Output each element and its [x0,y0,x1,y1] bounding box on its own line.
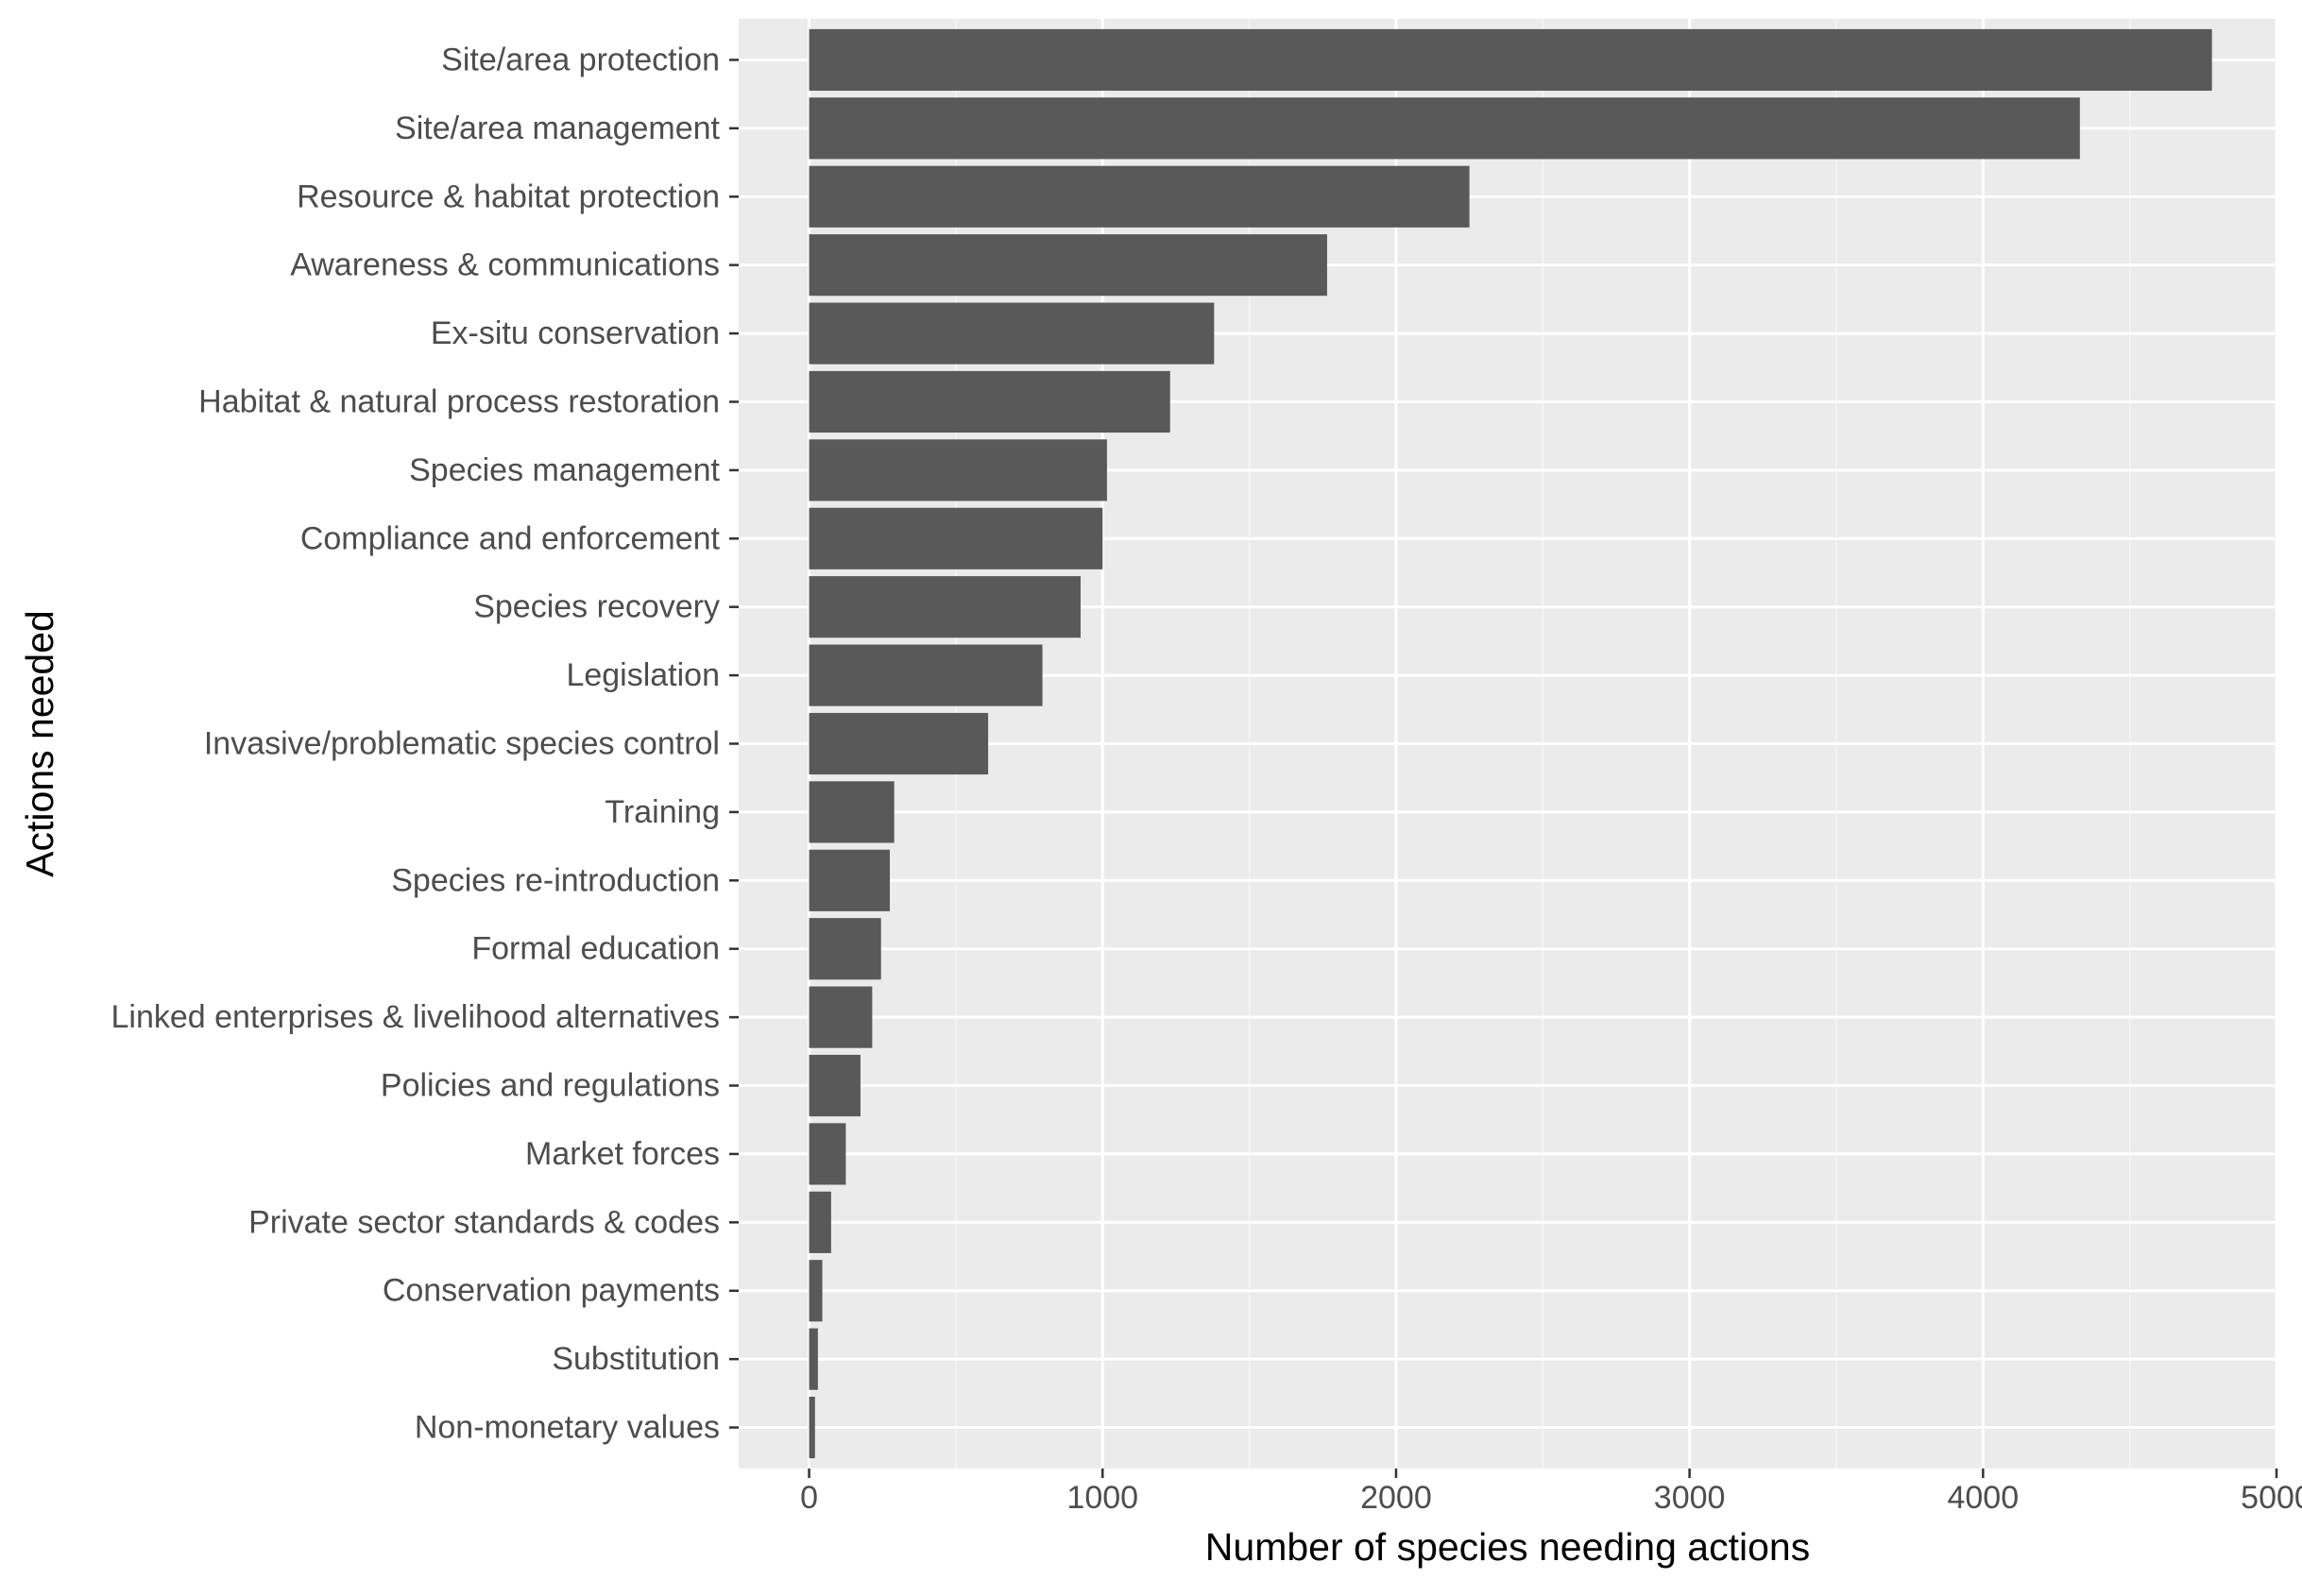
bar [809,28,2212,92]
y-tick-label: Linked enterprises & livelihood alternat… [111,999,720,1035]
bar [809,1054,861,1117]
x-tick-label: 0 [800,1480,818,1516]
y-tick-label: Awareness & communications [290,247,720,283]
y-tick-label: Site/area protection [441,42,720,77]
x-tick-label: 5000 [2241,1480,2302,1516]
bar [809,302,1215,365]
y-tick-label: Compliance and enforcement [300,520,721,556]
x-tick-label: 4000 [1947,1480,2019,1516]
y-tick-label: Invasive/problematic species control [204,726,720,762]
bar [809,712,989,775]
y-tick-label: Private sector standards & codes [248,1204,720,1240]
bar [809,1123,846,1185]
y-tick-label: Market forces [525,1136,720,1172]
y-tick-label: Species recovery [473,589,720,625]
y-tick-label: Resource & habitat protection [297,178,720,214]
y-axis: Site/area protection Site/area management… [111,42,739,1446]
bar [809,1260,823,1322]
bars [809,28,2212,1459]
y-tick-label: Legislation [566,657,720,693]
y-tick-label: Habitat & natural process restoration [198,383,720,419]
bar [809,1191,831,1253]
bar [809,781,895,843]
y-tick-label: Training [605,794,720,830]
y-tick-label: Species management [409,452,720,488]
bar [809,507,1103,569]
bar [809,370,1170,433]
bar [809,165,1470,228]
y-tick-label: Ex-situ conservation [431,315,720,351]
y-tick-label: Site/area management [395,110,721,146]
y-tick-label: Non-monetary values [415,1410,720,1446]
bar [809,1396,815,1459]
bar [809,644,1043,706]
y-axis-title: Actions needed [18,610,61,877]
x-tick-label: 2000 [1360,1480,1432,1516]
bar [809,234,1327,297]
x-tick-label: 1000 [1066,1480,1138,1516]
x-axis-title: Number of species needing actions [1205,1525,1810,1569]
y-tick-label: Substitution [552,1341,720,1377]
bar [809,918,881,980]
y-tick-label: Formal education [471,931,720,967]
y-tick-label: Species re-introduction [391,862,720,898]
bar [809,576,1081,638]
bar [809,97,2080,160]
y-tick-label: Conservation payments [383,1273,720,1309]
bar [809,986,873,1048]
bar [809,849,891,911]
y-tick-label: Policies and regulations [381,1068,720,1104]
x-tick-label: 3000 [1654,1480,1726,1516]
major-gridlines [739,19,2278,1469]
x-axis: 0 1000 2000 3000 4000 5000 [800,1469,2302,1516]
bar [809,439,1107,501]
bar [809,1328,818,1390]
